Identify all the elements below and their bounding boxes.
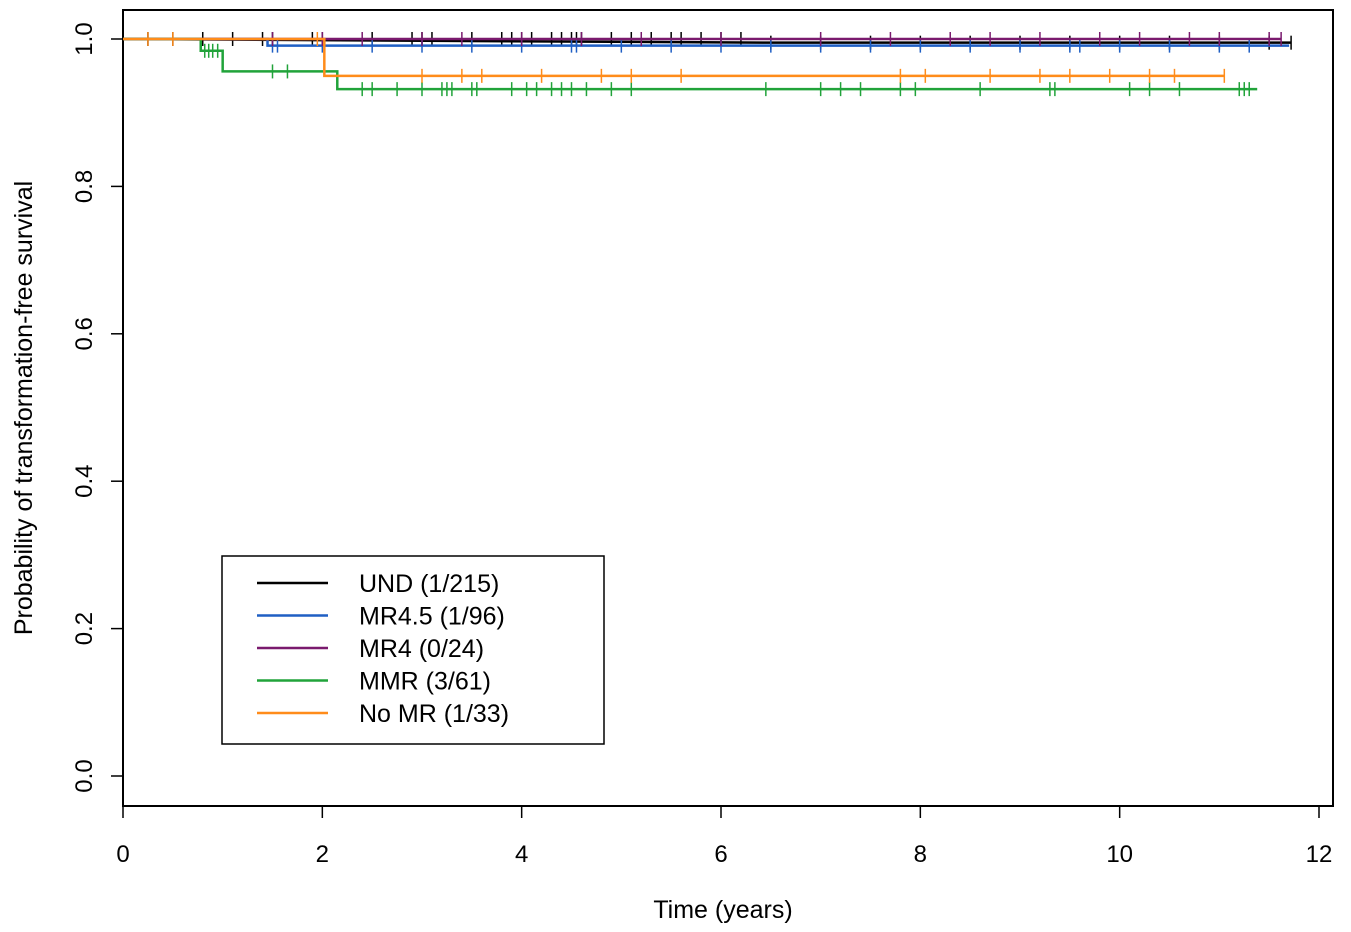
y-axis-title: Probability of transformation-free survi… <box>10 181 38 635</box>
series-4 <box>123 32 1226 83</box>
legend-label: UND (1/215) <box>359 570 499 598</box>
legend-label: MR4 (0/24) <box>359 635 484 663</box>
x-tick-label: 2 <box>316 841 329 868</box>
x-tick-label: 12 <box>1306 841 1333 868</box>
y-tick-label: 0.0 <box>71 759 98 792</box>
series-layer <box>123 32 1292 97</box>
x-tick-label: 6 <box>714 841 727 868</box>
y-tick-label: 0.4 <box>71 465 98 498</box>
x-tick-label: 0 <box>116 841 129 868</box>
legend-label: MR4.5 (1/96) <box>359 603 505 631</box>
legend: UND (1/215) MR4.5 (1/96) MR4 (0/24) MMR (3/… <box>221 555 605 745</box>
y-tick-label: 0.8 <box>71 170 98 203</box>
series-0 <box>123 32 1292 50</box>
y-axis: 0.0 0.2 0.4 0.6 0.8 1.0 <box>71 22 123 793</box>
survival-curve <box>123 37 1225 78</box>
y-tick-label: 1.0 <box>71 22 98 55</box>
legend-label: No MR (1/33) <box>359 700 509 728</box>
x-axis-title: Time (years) <box>653 896 792 924</box>
legend-label: MMR (3/61) <box>359 668 491 696</box>
x-tick-label: 4 <box>515 841 528 868</box>
series-3 <box>123 37 1258 97</box>
y-tick-label: 0.2 <box>71 612 98 645</box>
plot-frame <box>122 9 1334 807</box>
x-axis: 0 2 4 6 8 10 12 <box>116 806 1332 868</box>
y-tick-label: 0.6 <box>71 317 98 350</box>
x-tick-label: 10 <box>1106 841 1133 868</box>
survival-curve <box>123 37 1258 91</box>
x-tick-label: 8 <box>914 841 927 868</box>
